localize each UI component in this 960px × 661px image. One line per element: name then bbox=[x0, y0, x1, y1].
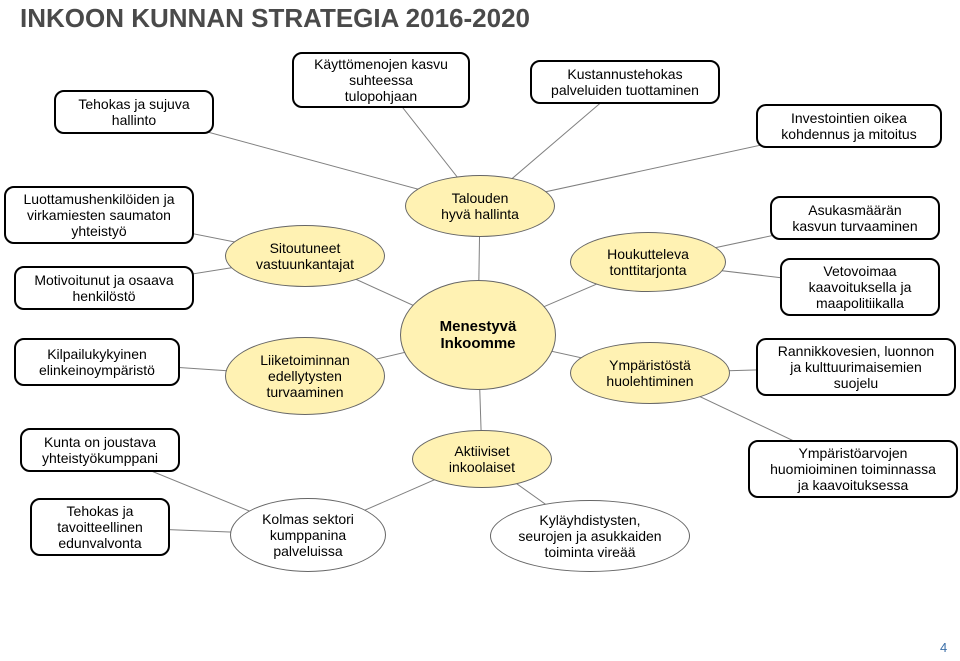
box-rannikkovesien: Rannikkovesien, luonnonja kulttuurimaise… bbox=[756, 338, 956, 396]
box-vetovoima: Vetovoimaakaavoituksella jamaapolitiikal… bbox=[780, 258, 940, 316]
ellipse-kolmas-sektori: Kolmas sektorikumppaninapalveluissa bbox=[230, 498, 386, 572]
ellipse-talouden: Taloudenhyvä hallinta bbox=[405, 175, 555, 237]
page-number: 4 bbox=[940, 640, 947, 655]
box-luottamushenkilot: Luottamushenkilöiden javirkamiesten saum… bbox=[4, 186, 194, 244]
box-kayttomenot: Käyttömenojen kasvusuhteessatulopohjaan bbox=[292, 52, 470, 108]
ellipse-sitoutuneet: Sitoutuneetvastuunkantajat bbox=[225, 225, 385, 287]
box-tehokas-hallinto: Tehokas ja sujuvahallinto bbox=[54, 90, 214, 134]
ellipse-aktiiviset: Aktiivisetinkoolaiset bbox=[412, 430, 552, 488]
page-title: INKOON KUNNAN STRATEGIA 2016-2020 bbox=[20, 3, 530, 34]
box-kustannustehokas: Kustannustehokaspalveluiden tuottaminen bbox=[530, 60, 720, 104]
ellipse-kylayhdistys: Kyläyhdistysten,seurojen ja asukkaidento… bbox=[490, 500, 690, 572]
ellipse-houkutteleva: Houkuttelevatonttitarjonta bbox=[570, 232, 726, 292]
box-motivoitunut: Motivoitunut ja osaavahenkilöstö bbox=[14, 266, 194, 310]
box-asukasmaara: Asukasmääränkasvun turvaaminen bbox=[770, 196, 940, 240]
ellipse-ymparistosta: Ympäristöstähuolehtiminen bbox=[570, 342, 730, 404]
box-kilpailukykyinen: Kilpailukykyinenelinkeinoympäristö bbox=[14, 338, 180, 386]
box-ymparistoarvot: Ympäristöarvojenhuomioiminen toiminnassa… bbox=[748, 440, 958, 498]
box-kunta-joustava: Kunta on joustavayhteistyökumppani bbox=[20, 428, 180, 472]
box-edunvalvonta: Tehokas jatavoitteellinenedunvalvonta bbox=[30, 498, 170, 556]
box-investoinnit: Investointien oikeakohdennus ja mitoitus bbox=[756, 104, 942, 148]
ellipse-liiketoiminnan: Liiketoiminnanedellytystenturvaaminen bbox=[225, 337, 385, 415]
ellipse-center: MenestyväInkoomme bbox=[400, 280, 556, 390]
